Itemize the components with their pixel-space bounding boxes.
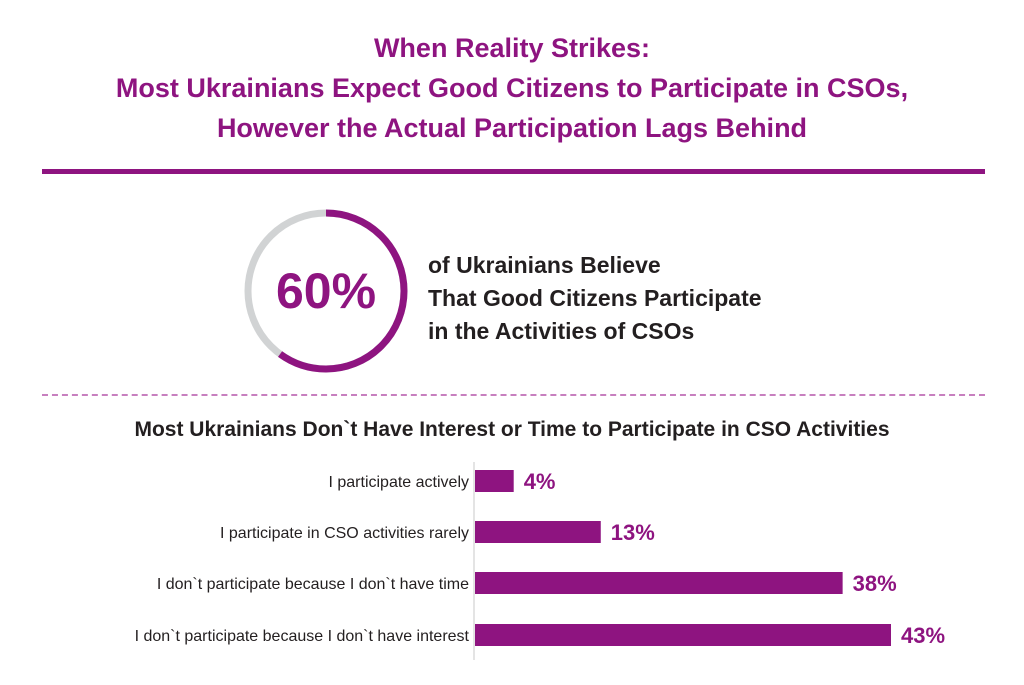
title-divider	[42, 169, 985, 174]
category-label: I don`t participate because I don`t have…	[157, 576, 469, 593]
bar	[475, 521, 601, 543]
data-label: 38%	[853, 571, 897, 596]
data-label: 4%	[524, 469, 556, 494]
percentage-ring	[244, 209, 408, 373]
category-label: I participate actively	[328, 474, 469, 491]
data-label: 13%	[611, 520, 655, 545]
ring-progress-arc	[244, 209, 408, 373]
category-label: I don`t participate because I don`t have…	[135, 628, 470, 645]
percentage-value: 60%	[275, 263, 377, 319]
highlight-line-3: in the Activities of CSOs	[428, 318, 695, 344]
bar	[475, 470, 514, 492]
section-divider	[42, 394, 985, 396]
chart-title: Most Ukrainians Don`t Have Interest or T…	[134, 418, 890, 441]
data-label: 43%	[901, 623, 945, 648]
category-label: I participate in CSO activities rarely	[220, 525, 469, 542]
title-line-1: When Reality Strikes:	[373, 33, 651, 63]
title-line-2: Most Ukrainians Expect Good Citizens to …	[115, 73, 909, 103]
highlight-description: of Ukrainians Believe That Good Citizens…	[428, 249, 762, 348]
highlight-line-2: That Good Citizens Participate	[428, 285, 762, 311]
page-title: When Reality Strikes: Most Ukrainians Ex…	[0, 28, 1024, 148]
bar	[475, 624, 891, 646]
title-line-3: However the Actual Participation Lags Be…	[216, 113, 808, 143]
bar	[475, 572, 843, 594]
highlight-line-1: of Ukrainians Believe	[428, 252, 661, 278]
